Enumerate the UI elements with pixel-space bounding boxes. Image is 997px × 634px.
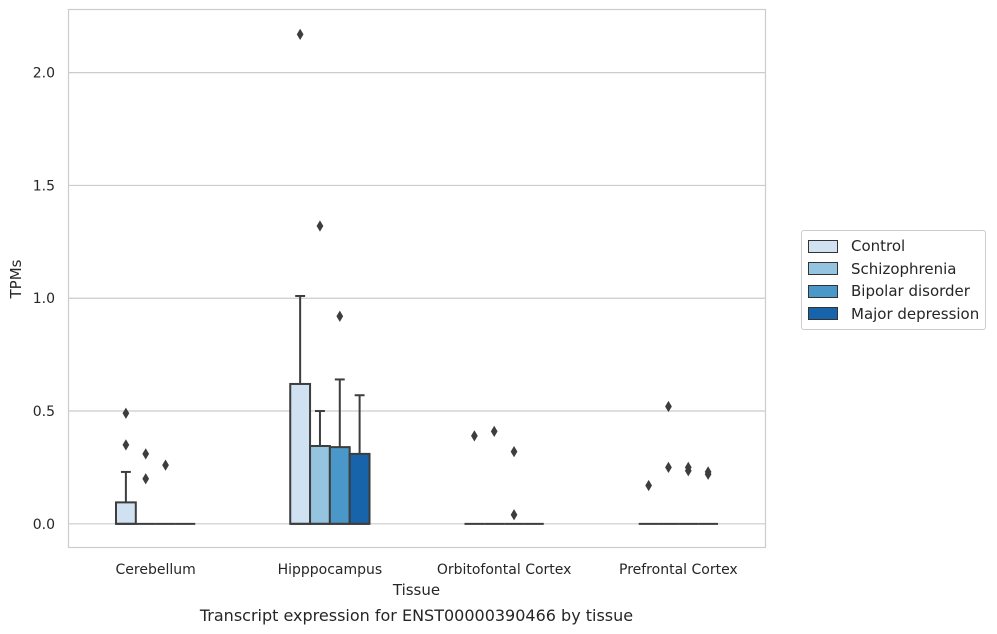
- outlier-point: [665, 400, 672, 413]
- y-tick-label: 2.0: [33, 66, 55, 82]
- box-3-2: [678, 461, 699, 525]
- box-3-1: [658, 400, 679, 525]
- outlier-point: [684, 461, 692, 474]
- box-iqr: [328, 446, 351, 525]
- legend-label: Bipolar disorder: [851, 282, 970, 301]
- outlier-point: [336, 310, 344, 322]
- x-tick-labels: Cerebellum Hipppocampus Orbitofontal Corte…: [116, 562, 738, 578]
- legend-label: Major depression: [851, 304, 980, 323]
- box-0-2: [155, 459, 176, 525]
- box-0-0: [114, 407, 137, 525]
- box-1-3: [348, 394, 371, 525]
- outlier-point: [162, 459, 169, 471]
- legend-swatch: [808, 284, 838, 298]
- plot-area: [67, 8, 767, 549]
- outlier-point: [471, 430, 478, 442]
- legend-item: Bipolar disorder: [802, 280, 985, 303]
- box-0-1: [135, 448, 156, 525]
- chart-caption: Transcript expression for ENST0000039046…: [199, 606, 634, 625]
- outlier-point: [122, 439, 130, 451]
- box-iqr: [114, 501, 137, 525]
- box-2-0: [464, 430, 485, 525]
- legend-item: Major depression: [802, 303, 985, 326]
- outlier-point: [142, 473, 150, 485]
- box-3-3: [698, 466, 719, 525]
- box-2-1: [484, 425, 505, 525]
- y-axis-title: TPMs: [7, 259, 25, 299]
- legend-swatch: [808, 239, 838, 253]
- x-tick-label: Prefrontal Cortex: [619, 562, 738, 578]
- legend-label: Schizophrenia: [851, 259, 957, 278]
- legend-swatch: [808, 262, 838, 276]
- outlier-point: [645, 479, 653, 492]
- legend-label: Control: [851, 237, 906, 256]
- legend-swatch: [808, 307, 838, 321]
- outlier-point: [665, 461, 672, 474]
- box-iqr: [289, 382, 312, 525]
- outlier-point: [510, 446, 518, 458]
- outlier-point: [296, 28, 304, 40]
- x-tick-label: Cerebellum: [116, 562, 196, 578]
- outlier-point: [704, 466, 712, 478]
- x-tick-label: Hipppocampus: [278, 562, 383, 578]
- x-tick-label: Orbitofontal Cortex: [437, 562, 572, 578]
- y-tick-label: 0.0: [33, 517, 55, 533]
- box-2-2: [504, 446, 524, 525]
- x-axis-title: Tissue: [392, 581, 440, 599]
- legend-item: Schizophrenia: [802, 258, 985, 281]
- box-iqr: [348, 452, 371, 525]
- box-3-0: [638, 479, 659, 525]
- y-tick-label: 1.5: [33, 178, 55, 194]
- box-groups: [114, 28, 719, 525]
- outlier-point: [316, 220, 324, 232]
- outlier-point: [122, 407, 130, 419]
- outlier-point: [510, 509, 518, 521]
- y-tick-labels: 0.0 0.5 1.0 1.5 2.0: [33, 66, 55, 533]
- legend-item: Control: [802, 235, 985, 258]
- outlier-point: [490, 425, 498, 437]
- y-tick-label: 1.0: [33, 291, 55, 307]
- outlier-point: [142, 448, 150, 460]
- box-iqr: [309, 444, 331, 525]
- y-tick-label: 0.5: [33, 404, 55, 420]
- legend: Control Schizophrenia Bipolar disorder Majo…: [801, 230, 986, 330]
